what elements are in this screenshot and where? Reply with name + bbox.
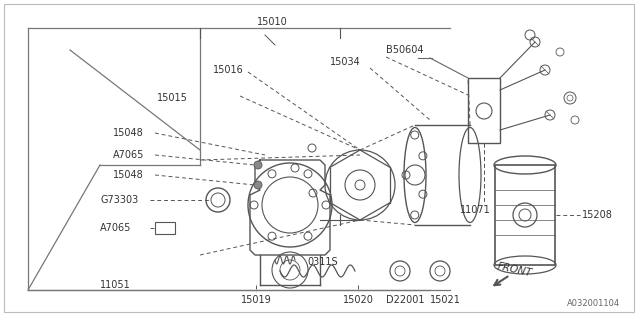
Text: 15020: 15020 (342, 295, 373, 305)
Text: A7065: A7065 (100, 223, 131, 233)
Circle shape (254, 181, 262, 189)
Text: 15034: 15034 (330, 57, 361, 67)
Text: 0311S: 0311S (308, 257, 339, 267)
Bar (495, 165, 555, 265)
Text: 15010: 15010 (257, 17, 287, 27)
Text: 15208: 15208 (582, 210, 613, 220)
Text: B50604: B50604 (386, 45, 424, 55)
Text: 15019: 15019 (241, 295, 271, 305)
Bar (155, 222, 175, 234)
Text: 11051: 11051 (100, 280, 131, 290)
Text: A7065: A7065 (113, 150, 145, 160)
Text: 15016: 15016 (213, 65, 244, 75)
Text: 15021: 15021 (429, 295, 460, 305)
Bar (468, 78, 500, 143)
Text: A032001104: A032001104 (567, 299, 620, 308)
Text: 15048: 15048 (113, 170, 144, 180)
Circle shape (254, 161, 262, 169)
Text: 15015: 15015 (157, 93, 188, 103)
Text: 15048: 15048 (113, 128, 144, 138)
Text: 11071: 11071 (460, 205, 491, 215)
Text: FRONT: FRONT (497, 261, 533, 279)
Text: D22001: D22001 (386, 295, 424, 305)
Text: G73303: G73303 (100, 195, 138, 205)
